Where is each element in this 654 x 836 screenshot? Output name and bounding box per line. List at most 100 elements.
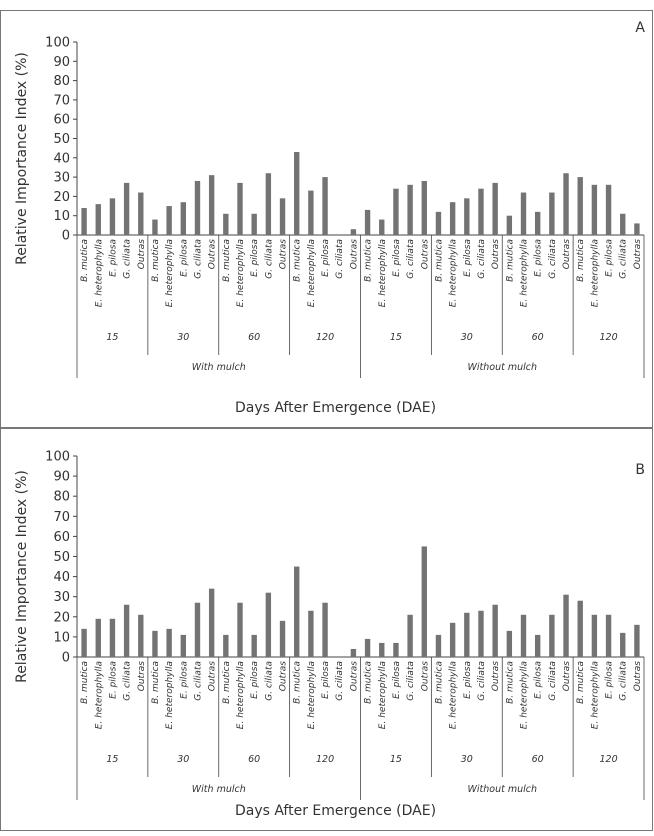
y-tick-label: 60 [53,113,70,128]
day-tick-label: 60 [532,332,544,343]
chart-panel-a: A 0 10 20 30 40 50 60 70 80 90 100 Relative Importan… [0,10,653,428]
category-tick-label: E. pilosa [534,239,544,277]
bar [180,202,187,235]
bar [364,209,371,235]
y-tick-label: 80 [53,490,70,505]
category-tick-label: Outras [420,239,430,270]
category-tick-label: E. heterophylla [236,661,246,729]
y-tick-label: 50 [53,132,70,147]
bar [549,614,555,657]
category-tick-label: B. mutica [222,661,232,704]
day-tick-label: 60 [248,332,260,343]
category-tick-label: E. pilosa [392,239,402,277]
category-tick-label: B. mutica [80,661,90,704]
y-tick-label: 30 [53,590,70,605]
bar [520,192,527,235]
day-tick-label: 30 [177,332,189,343]
category-tick-label: B. mutica [576,661,586,704]
category-tick-label: E. heterophylla [590,239,600,307]
category-tick-label: G. ciliata [335,239,345,279]
category-tick-label: B. mutica [293,661,303,704]
bar [265,592,272,657]
y-tick-label: 80 [53,74,70,89]
category-tick-label: G. ciliata [548,661,558,701]
bar [265,173,272,235]
group-tick-label: Without mulch [467,362,537,373]
category-tick-label: Outras [420,661,430,692]
bar [506,630,513,657]
y-tick-label: 0 [62,229,70,244]
y-tick-label: 10 [53,209,70,224]
bar [620,632,626,657]
bar [407,184,413,235]
bar [449,202,456,235]
bar [223,634,229,657]
category-tick-label: G. ciliata [123,239,133,279]
y-tick-label: 70 [53,510,70,525]
category-tick-label: E. heterophylla [94,239,104,307]
category-tick-label: Outras [633,661,643,692]
category-tick-label: E. pilosa [534,661,544,699]
category-tick-label: B. mutica [364,239,374,282]
bar [577,600,583,657]
bar [534,634,541,657]
y-tick-label: 70 [53,93,70,108]
category-tick-label: Outras [137,239,147,270]
category-tick-label: B. mutica [293,239,303,282]
category-tick-label: E. pilosa [605,239,615,277]
bar [605,184,612,235]
y-tick-label: 100 [45,450,70,465]
bar [379,219,385,235]
bar [563,173,569,235]
bar [294,152,300,235]
bar [478,610,484,657]
category-tick-label: E. heterophylla [449,239,459,307]
y-tick-label: 20 [53,190,70,205]
bar [478,188,484,235]
bar [294,566,300,657]
bar [634,624,640,657]
category-tick-label: G. ciliata [548,239,558,279]
bar [251,634,257,657]
y-axis-title: Relative Importance Index (%) [14,470,30,683]
group-tick-label: With mulch [192,362,246,373]
bar [123,604,130,657]
category-tick-label: G. ciliata [406,239,416,279]
bar [421,546,427,657]
day-tick-label: 15 [106,754,118,765]
bar [166,628,172,657]
category-tick-label: Outras [562,239,572,270]
category-tick-label: E. pilosa [179,661,189,699]
day-tick-label: 60 [248,754,260,765]
category-tick-label: Outras [491,239,501,270]
panel-letter: B [635,462,645,478]
bar [279,198,286,235]
bar [591,184,598,235]
category-tick-label: G. ciliata [477,661,487,701]
bar [435,211,442,235]
day-tick-label: 120 [599,332,617,343]
category-tick-label: B. mutica [151,239,161,282]
group-tick-label: With mulch [192,784,246,795]
category-tick-label: E. pilosa [392,661,402,699]
category-tick-label: G. ciliata [406,661,416,701]
y-axis-title: Relative Importance Index (%) [14,52,30,265]
category-tick-label: Outras [279,239,289,270]
y-tick-label: 20 [53,610,70,625]
category-tick-label: E. pilosa [321,239,331,277]
x-axis-title: Days After Emergence (DAE) [235,803,436,819]
bar [81,207,87,235]
category-tick-label: E. heterophylla [590,661,600,729]
y-tick-label: 50 [53,550,70,565]
category-tick-label: B. mutica [576,239,586,282]
x-axis-title: Days After Emergence (DAE) [235,400,436,416]
day-tick-label: 30 [461,332,473,343]
y-tick-label: 40 [53,151,70,166]
day-tick-label: 120 [316,754,334,765]
category-tick-label: E. heterophylla [378,239,388,307]
day-tick-label: 30 [177,754,189,765]
day-tick-label: 15 [390,754,402,765]
bar [464,198,470,235]
